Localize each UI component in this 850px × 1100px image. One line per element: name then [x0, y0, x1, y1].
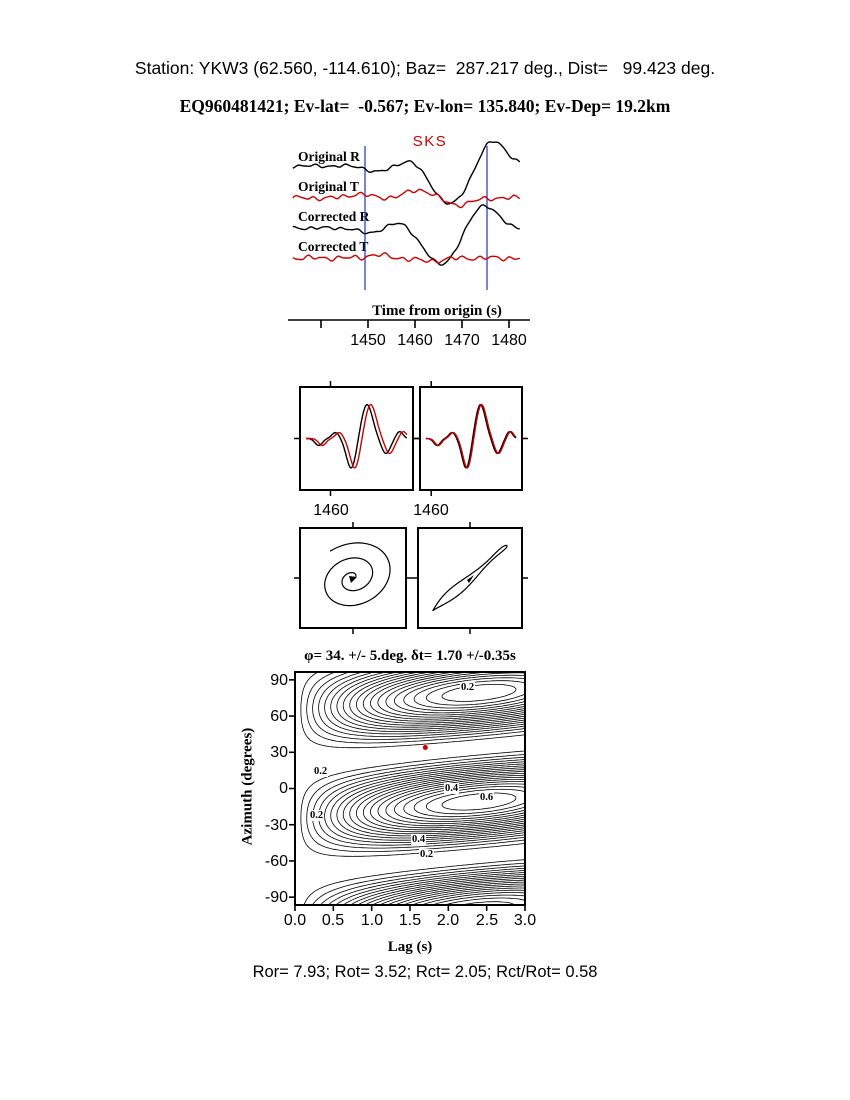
lag-tick-3.0: 3.0	[513, 912, 537, 929]
azimuth-tick-neg90: -90	[264, 889, 288, 906]
azimuth-tick-neg60: -60	[264, 853, 288, 870]
contour-level-label: 0.6	[479, 792, 495, 803]
energy-ratio-stats-line: Ror= 7.93; Rot= 3.52; Rct= 2.05; Rct/Rot…	[252, 963, 598, 981]
lag-tick-1.5: 1.5	[398, 912, 422, 929]
lag-axis-label: Lag (s)	[387, 939, 433, 955]
waveform-traces-plot	[288, 141, 530, 328]
contour-level-label: 0.2	[419, 849, 435, 860]
lag-tick-1.0: 1.0	[360, 912, 384, 929]
trace-label-corrected-t: Corrected T	[298, 239, 369, 254]
inset-left-tick-label: 1460	[313, 502, 349, 519]
time-tick-label-1480: 1480	[491, 332, 527, 349]
azimuth-tick-30: 30	[270, 744, 288, 761]
time-tick-label-1460: 1460	[397, 332, 433, 349]
particle-motion-corrected	[412, 522, 528, 634]
contour-title: φ= 34. +/- 5.deg. δt= 1.70 +/-0.35s	[304, 648, 516, 664]
particle-motion-original	[294, 522, 412, 634]
trace-label-original-t: Original T	[298, 179, 359, 194]
contour-level-label: 0.4	[444, 783, 460, 794]
trace-label-original-r: Original R	[298, 149, 360, 164]
contour-level-label: 0.4	[411, 834, 427, 845]
error-surface-contour-plot	[289, 671, 526, 911]
time-tick-label-1450: 1450	[350, 332, 386, 349]
trace-label-corrected-r: Corrected R	[298, 209, 370, 224]
azimuth-tick-60: 60	[270, 708, 288, 725]
lag-tick-0.0: 0.0	[283, 912, 307, 929]
azimuth-tick-neg30: -30	[264, 817, 288, 834]
windowed-waveform-overlay-original	[294, 381, 419, 496]
azimuth-tick-90: 90	[270, 672, 288, 689]
station-info-line: Station: YKW3 (62.560, -114.610); Baz= 2…	[134, 58, 716, 78]
time-axis-title: Time from origin (s)	[372, 303, 502, 319]
time-tick-label-1470: 1470	[444, 332, 480, 349]
azimuth-tick-0: 0	[279, 780, 288, 797]
event-info-line: EQ960481421; Ev-lat= -0.567; Ev-lon= 135…	[179, 96, 671, 116]
contour-level-label: 0.2	[313, 766, 329, 777]
phase-label-sks: SKS	[412, 133, 448, 150]
lag-tick-2.0: 2.0	[436, 912, 460, 929]
lag-tick-2.5: 2.5	[475, 912, 499, 929]
contour-level-label: 0.2	[460, 682, 476, 693]
contour-level-label: 0.2	[309, 810, 325, 821]
lag-tick-0.5: 0.5	[321, 912, 345, 929]
windowed-waveform-overlay-corrected	[414, 381, 528, 496]
inset-right-tick-label: 1460	[413, 502, 449, 519]
